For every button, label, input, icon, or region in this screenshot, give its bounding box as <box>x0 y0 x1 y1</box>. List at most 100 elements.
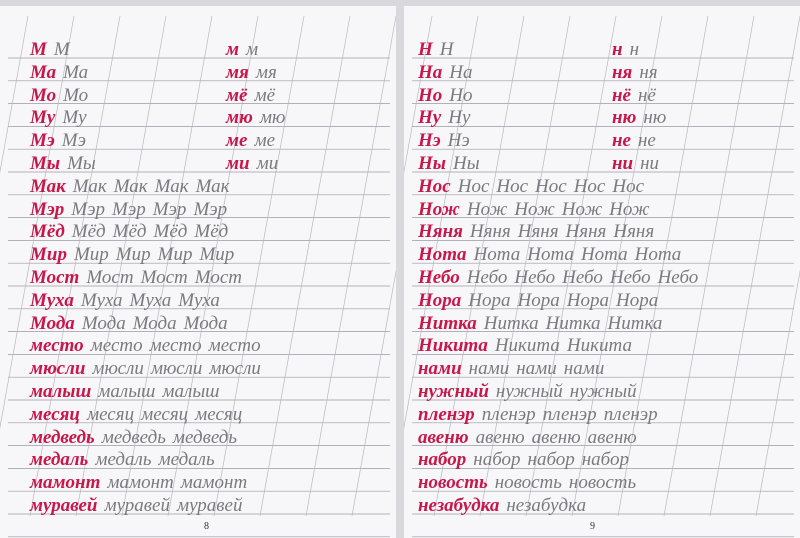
copy-word: мамонт <box>107 472 174 494</box>
sample-word: набор <box>418 449 467 471</box>
rule-line <box>709 15 800 517</box>
row: мамонт мамонт мамонт <box>30 473 254 493</box>
sample-word: ме <box>226 130 248 152</box>
sample-word: мя <box>226 61 249 83</box>
row: муравей муравей муравей <box>30 496 249 516</box>
page-number: 8 <box>204 521 209 532</box>
row: медаль медаль медаль <box>30 450 222 470</box>
sample-word: авеню <box>418 426 469 448</box>
sample-word: муравей <box>30 495 98 516</box>
sample-word: Мост <box>30 267 80 288</box>
row: Мёд Мёд Мёд Мёд Мёд <box>30 222 235 242</box>
copy-word: М <box>53 39 70 60</box>
copy-word: Мо <box>63 84 89 106</box>
ruling <box>404 15 800 538</box>
sample-word: пленэр <box>418 403 475 425</box>
copy-word: Мак <box>72 175 107 197</box>
rule-line <box>571 15 663 517</box>
copy-word: Небо <box>514 267 556 288</box>
copy-word: Мак <box>195 175 230 197</box>
copy-word: Мир <box>73 244 109 266</box>
copy-word: авеню <box>587 426 637 448</box>
copy-word: малыш <box>162 381 220 402</box>
copy-word: муравей <box>104 495 170 516</box>
copy-word: Мода <box>132 312 177 334</box>
sample-word: Му <box>30 107 56 129</box>
sample-word: Никита <box>418 335 488 357</box>
copy-word: мюсли <box>92 358 144 380</box>
sample-word: ня <box>612 61 633 83</box>
rule-line <box>29 15 121 517</box>
copy-word: мя <box>255 61 277 83</box>
copy-word: Небо <box>657 267 699 288</box>
copy-word: авеню <box>531 426 581 448</box>
sample-word: Мода <box>30 312 75 334</box>
sample-word: ни <box>612 153 634 174</box>
sample-word: место <box>30 335 84 357</box>
row: Мэр Мэр Мэр Мэр Мэр <box>30 198 234 220</box>
copy-word: Ну <box>448 107 471 129</box>
row: На На <box>418 61 480 83</box>
copy-word: месяц <box>195 403 243 425</box>
copy-word: Мёд <box>112 221 147 243</box>
sample-word: Мы <box>30 153 61 174</box>
copy-word: нами <box>563 358 605 380</box>
row: Ну Ну <box>418 108 477 128</box>
copy-word: Нож <box>466 198 508 220</box>
copy-word: Ны <box>452 153 480 174</box>
sample-word: нё <box>612 84 631 106</box>
copy-word: ню <box>643 107 667 129</box>
sample-word: незабудка <box>418 495 500 516</box>
sample-word: Нос <box>418 175 451 197</box>
row: мю мю <box>226 108 292 128</box>
copy-word: м <box>246 39 259 60</box>
sample-word: Мэр <box>30 198 65 220</box>
row: Нэ Нэ <box>418 131 477 151</box>
sample-word: медаль <box>30 449 89 471</box>
copy-word: Небо <box>466 267 508 288</box>
sample-word: Нэ <box>418 130 441 152</box>
sample-word: Нора <box>418 289 462 311</box>
rule-line <box>259 15 351 517</box>
sample-word: Ма <box>30 61 57 83</box>
row: Няня Няня Няня Няня Няня <box>418 222 661 242</box>
row: Нота Нота Нота Нота Нота <box>418 245 688 265</box>
copy-word: Мёд <box>71 221 106 243</box>
copy-word: новость <box>568 472 637 494</box>
copy-word: Мир <box>157 244 193 266</box>
row: Никита Никита Никита <box>418 336 639 356</box>
rule-line <box>404 15 479 430</box>
ruling <box>0 15 396 538</box>
copy-word: незабудка <box>506 495 587 516</box>
copy-word: Никита <box>566 335 632 357</box>
copy-word: Няня <box>613 221 655 243</box>
copy-word: мё <box>254 84 276 106</box>
row: Мо Мо <box>30 84 95 106</box>
rule-line <box>351 269 396 517</box>
copy-word: Нора <box>468 289 511 311</box>
copy-word: На <box>449 61 473 83</box>
sample-word: Н <box>418 39 433 60</box>
copy-word: медведь <box>172 426 238 448</box>
row: Но Но <box>418 85 480 106</box>
copy-word: Мёд <box>194 221 229 243</box>
copy-word: Небо <box>562 267 603 288</box>
copy-word: Нитка <box>483 312 539 334</box>
row: пленэр пленэр пленэр пленэр <box>418 403 665 425</box>
copy-word: н <box>629 39 639 60</box>
row: Муха Муха Муха Муха <box>30 290 227 311</box>
copy-word: нё <box>637 84 656 106</box>
rule-line <box>479 15 571 517</box>
copy-word: Мак <box>154 175 189 197</box>
row: набор набор набор набор <box>418 450 636 470</box>
copy-word: Небо <box>609 267 651 288</box>
rule-line <box>0 15 29 174</box>
copy-word: Нора <box>615 289 659 311</box>
row: Мы Мы <box>30 154 103 174</box>
copy-word: Нос <box>496 175 529 197</box>
copy-word: Мэр <box>193 198 228 220</box>
row: Небо Небо Небо Небо Небо Небо <box>418 268 705 288</box>
